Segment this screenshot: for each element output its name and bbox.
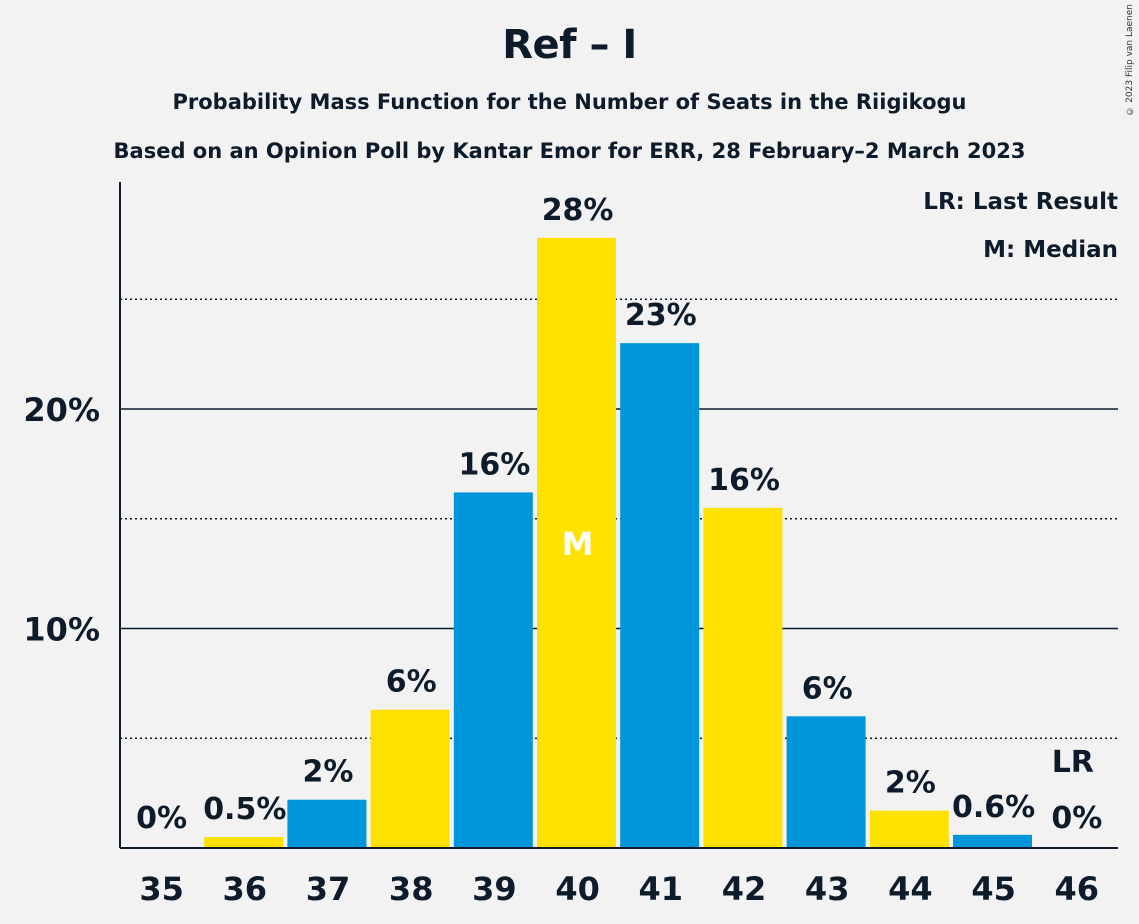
data-label: 16% xyxy=(708,463,780,498)
data-label: 0% xyxy=(1051,801,1102,836)
data-label: 23% xyxy=(625,298,697,333)
data-label: 6% xyxy=(386,665,437,700)
bar xyxy=(453,492,533,848)
last-result-marker: LR xyxy=(1052,745,1094,780)
median-marker: M xyxy=(562,525,594,563)
bars-group xyxy=(204,237,1032,849)
y-tick-label: 10% xyxy=(23,611,100,649)
bar xyxy=(703,507,783,848)
bar xyxy=(287,799,367,848)
data-label: 6% xyxy=(802,671,853,706)
data-label: 2% xyxy=(885,766,936,801)
x-tick-label: 35 xyxy=(139,870,184,908)
x-tick-label: 39 xyxy=(472,870,517,908)
data-label: 0.5% xyxy=(203,792,286,827)
legend-median: M: Median xyxy=(983,237,1118,263)
x-tick-label: 44 xyxy=(888,870,933,908)
x-tick-label: 36 xyxy=(223,870,268,908)
data-label: 2% xyxy=(303,755,354,790)
y-tick-label: 20% xyxy=(23,391,100,429)
bar xyxy=(537,237,616,849)
chart-title: Ref – I xyxy=(502,22,637,68)
data-label: 0% xyxy=(136,801,187,836)
axes-group: 10% 20% 35 36 37 38 39 40 41 42 43 44 45 46 xyxy=(23,182,1118,908)
x-tick-label: 46 xyxy=(1055,870,1100,908)
x-tick-label: 40 xyxy=(555,870,600,908)
chart-source-subtitle: Based on an Opinion Poll by Kantar Emor … xyxy=(113,139,1026,163)
data-labels-group: 0% 0.5% 2% 6% 16% 28% M 23% 16% 6% 2% 0.6% 0% LR xyxy=(136,193,1102,836)
data-label: 16% xyxy=(458,447,530,482)
bar xyxy=(953,834,1032,848)
data-label: 28% xyxy=(542,193,614,228)
data-label: 0.6% xyxy=(952,790,1035,825)
x-tick-label: 41 xyxy=(639,870,684,908)
bar xyxy=(786,716,866,848)
bar xyxy=(204,837,284,848)
x-tick-label: 42 xyxy=(722,870,767,908)
bar xyxy=(620,343,700,848)
legend-last-result: LR: Last Result xyxy=(923,189,1118,215)
x-tick-label: 43 xyxy=(805,870,850,908)
chart-subtitle: Probability Mass Function for the Number… xyxy=(172,90,967,114)
x-tick-label: 45 xyxy=(971,870,1016,908)
bar xyxy=(869,810,949,848)
bar xyxy=(370,709,450,848)
x-tick-label: 38 xyxy=(389,870,434,908)
gridlines xyxy=(120,298,1118,739)
x-tick-label: 37 xyxy=(306,870,351,908)
